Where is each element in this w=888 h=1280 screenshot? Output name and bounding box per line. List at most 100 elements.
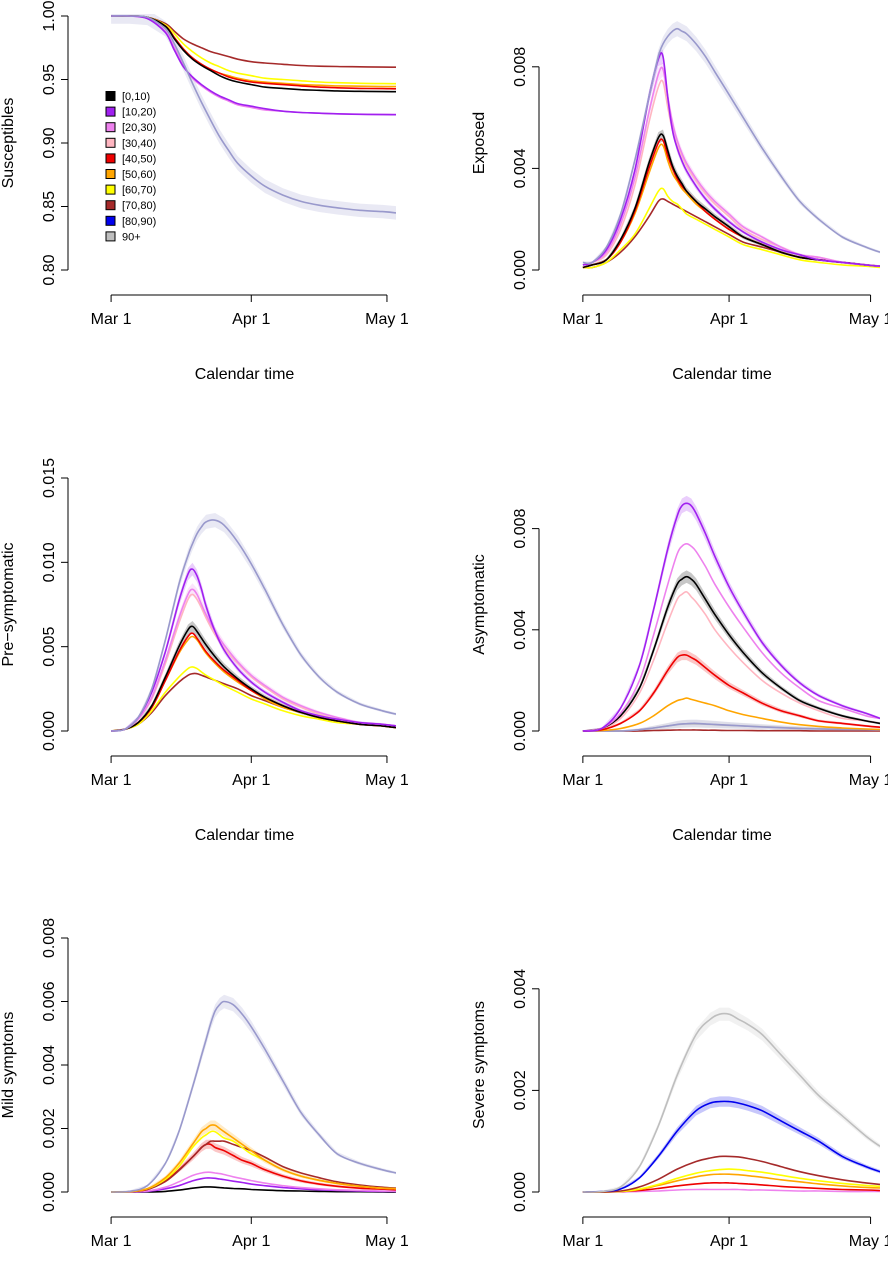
legend-label: [70,80)	[122, 200, 156, 212]
series-line	[582, 1188, 880, 1193]
series-band	[111, 994, 396, 1193]
legend-swatch	[105, 215, 116, 226]
x-tick-label: Apr 1	[710, 1233, 748, 1250]
legend-swatch	[105, 137, 116, 148]
y-tick-label: 0.004	[512, 969, 529, 1009]
x-tick-label: Mar 1	[91, 772, 132, 789]
series-line	[111, 15, 396, 93]
legend-swatch	[105, 106, 116, 117]
y-tick-label: 0.006	[41, 981, 58, 1021]
series-line	[111, 1000, 396, 1193]
series-line	[111, 15, 396, 214]
y-tick-label: 0.85	[41, 191, 58, 222]
series-line	[110, 625, 396, 732]
chart-panel-1: Mar 1 Apr 1 May 1 Calendar time 0.80 0.85 0.90…	[0, 0, 409, 383]
legend-swatch	[105, 200, 116, 211]
series-line	[111, 1186, 396, 1193]
y-tick-label: 0.015	[41, 458, 58, 498]
chart-panel-3: Mar 1 Apr 1 May 1 Calendar time 0.000 0.005 0.…	[0, 458, 409, 844]
x-tick-label: Mar 1	[91, 1233, 132, 1250]
y-axis-title: Susceptibles	[0, 98, 17, 189]
legend-swatch	[105, 122, 116, 133]
x-tick-label: May 1	[849, 311, 888, 328]
series-line	[111, 1177, 396, 1193]
plot-area	[582, 21, 880, 269]
series-band	[111, 1139, 396, 1193]
plot-area	[582, 495, 880, 732]
y-tick-label: 0.002	[41, 1108, 58, 1148]
x-tick-label: Mar 1	[562, 772, 603, 789]
x-axis-title: Calendar time	[195, 366, 295, 383]
legend-label: [50,60)	[122, 169, 156, 181]
series-line	[111, 15, 396, 116]
x-axis-title: Calendar time	[672, 827, 772, 844]
series-band	[111, 513, 396, 732]
x-tick-label: Mar 1	[562, 1233, 603, 1250]
y-tick-label: 0.004	[41, 1045, 58, 1085]
y-axis-title: Asymptomatic	[471, 554, 488, 654]
series-line	[582, 1182, 880, 1193]
series-line	[582, 591, 880, 732]
legend-label: [30,40)	[122, 138, 156, 150]
y-tick-label: 0.004	[512, 148, 529, 188]
x-axis-title: Calendar time	[195, 827, 295, 844]
series-line	[110, 519, 396, 732]
legend-label: [80,90)	[122, 216, 156, 228]
series-line	[582, 1168, 880, 1193]
legend-swatch	[105, 153, 116, 164]
legend-label: [20,30)	[122, 122, 156, 134]
series-line	[582, 697, 880, 732]
y-axis-title: Severe symptoms	[471, 1001, 488, 1129]
series-line	[582, 542, 880, 732]
y-tick-label: 0.008	[512, 47, 529, 87]
series-band	[111, 562, 396, 732]
series-line	[582, 52, 880, 267]
x-tick-label: Apr 1	[232, 1233, 270, 1250]
series-line	[582, 729, 880, 732]
series-line	[582, 1155, 880, 1193]
y-tick-label: 0.004	[512, 610, 529, 650]
plot-area	[111, 14, 396, 220]
legend-swatch	[105, 169, 116, 179]
series-band	[111, 1120, 396, 1193]
series-line	[582, 654, 880, 732]
series-line	[111, 1171, 396, 1193]
legend-label: [0,10)	[122, 91, 150, 103]
y-tick-label: 0.000	[41, 711, 58, 751]
series-line	[111, 15, 396, 85]
series-line	[111, 15, 396, 68]
x-tick-label: May 1	[365, 772, 409, 789]
x-tick-label: Apr 1	[232, 311, 270, 328]
plot-area	[110, 513, 396, 732]
x-tick-label: Mar 1	[91, 311, 132, 328]
series-band	[582, 1007, 880, 1193]
series-line	[582, 502, 880, 732]
series-band	[582, 21, 880, 264]
plot-area	[582, 1007, 880, 1193]
y-tick-label: 0.000	[512, 1172, 529, 1212]
series-line	[110, 593, 396, 732]
y-tick-label: 0.008	[512, 508, 529, 548]
series-line	[582, 27, 880, 265]
series-band	[582, 1096, 880, 1193]
series-line	[111, 1124, 396, 1193]
legend: [0,10) [10,20) [20,30) [30,40) [40,50) [50,60…	[105, 91, 156, 243]
legend-label: [10,20)	[122, 107, 156, 119]
y-tick-label: 1.00	[41, 0, 58, 31]
series-line	[582, 1012, 880, 1193]
x-tick-label: Apr 1	[710, 311, 748, 328]
chart-panel-2: Mar 1 Apr 1 May 1 Calendar time 0.000 0.004 0.…	[471, 21, 888, 383]
legend-swatch	[105, 231, 116, 242]
series-line	[582, 187, 880, 269]
series-line	[582, 575, 880, 732]
series-line	[110, 568, 396, 732]
legend-label: [60,70)	[122, 185, 156, 197]
series-band	[582, 49, 880, 268]
series-line	[111, 15, 396, 116]
x-tick-label: Mar 1	[562, 311, 603, 328]
series-line	[582, 722, 880, 732]
y-tick-label: 0.000	[512, 711, 529, 751]
legend-label: [40,50)	[122, 153, 156, 165]
